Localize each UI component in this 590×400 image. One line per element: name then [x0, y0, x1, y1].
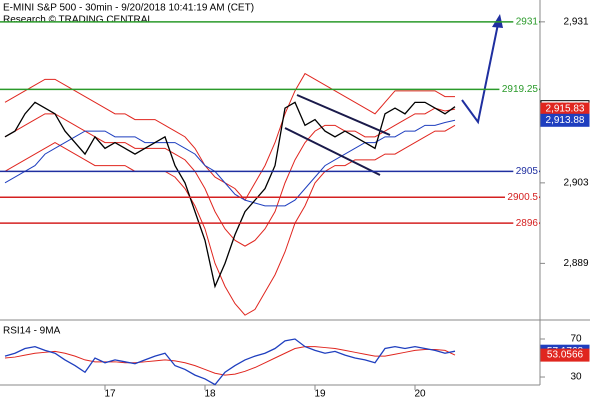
y-tick-label: 2,889 — [563, 258, 588, 269]
last-value-box — [540, 113, 590, 127]
level-label-bg — [513, 217, 539, 230]
last-value-box — [540, 348, 590, 362]
y-tick-label: 2,931 — [563, 16, 588, 27]
last-value-label: 2,915.83 — [546, 104, 585, 115]
plot-area — [4, 72, 456, 386]
channel-line — [296, 94, 391, 136]
level-label-bg — [499, 83, 539, 96]
level-label: 2900.5 — [507, 192, 538, 203]
y-tick-label: 2,903 — [563, 178, 588, 189]
channel-line — [284, 127, 381, 176]
level-label: 2896 — [516, 218, 539, 229]
rsi-title: RSI14 - 9MA — [3, 326, 61, 337]
level-label-bg — [513, 165, 539, 178]
last-value-label: 2,913.88 — [546, 115, 585, 126]
x-tick-label: 18 — [204, 389, 216, 400]
y-tick-label: 70 — [570, 334, 582, 345]
last-value-label: 53.0566 — [547, 350, 584, 361]
x-tick-label: 17 — [104, 389, 116, 400]
forecast-arrow — [461, 23, 499, 125]
series-line — [4, 72, 455, 201]
y-tick-label: 30 — [570, 372, 582, 383]
level-label: 2931 — [516, 16, 539, 27]
series-line — [4, 338, 456, 386]
level-label-bg — [504, 191, 539, 204]
chart-subtitle: Research © TRADING CENTRAL — [3, 15, 153, 26]
chart-title: E-MINI S&P 500 - 30min - 9/20/2018 10:41… — [3, 3, 254, 14]
level-label-bg — [513, 15, 539, 28]
x-tick-label: 20 — [414, 389, 426, 400]
level-label: 2905 — [516, 166, 539, 177]
series-line — [4, 107, 456, 247]
arrow-head — [492, 14, 503, 28]
x-tick-label: 19 — [314, 389, 326, 400]
level-label: 2919.25 — [502, 84, 539, 95]
series-line — [4, 124, 456, 316]
series-line — [4, 119, 456, 207]
